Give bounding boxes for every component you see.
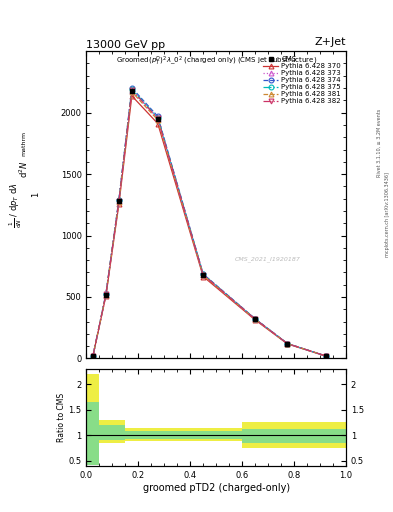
CMS	[253, 316, 257, 322]
Text: mathrm: mathrm	[21, 131, 26, 156]
CMS	[285, 340, 290, 347]
CMS	[324, 353, 329, 359]
Y-axis label: Ratio to CMS: Ratio to CMS	[57, 393, 66, 442]
Line: CMS: CMS	[90, 88, 329, 358]
Text: Z+Jet: Z+Jet	[314, 36, 346, 47]
X-axis label: groomed pTD2 (charged-only): groomed pTD2 (charged-only)	[143, 482, 290, 493]
Text: $\frac{1}{\mathrm{d}N}$ / $\mathrm{d}p_T$ $\mathrm{d}\lambda$: $\frac{1}{\mathrm{d}N}$ / $\mathrm{d}p_T…	[7, 182, 24, 228]
Text: 13000 GeV pp: 13000 GeV pp	[86, 40, 165, 50]
Legend: CMS, Pythia 6.428 370, Pythia 6.428 373, Pythia 6.428 374, Pythia 6.428 375, Pyt: CMS, Pythia 6.428 370, Pythia 6.428 373,…	[262, 55, 342, 105]
Text: CMS_2021_I1920187: CMS_2021_I1920187	[234, 256, 300, 262]
CMS	[129, 88, 134, 94]
Text: Groomed$(p_T^D)^2\lambda\_0^2$ (charged only) (CMS jet substructure): Groomed$(p_T^D)^2\lambda\_0^2$ (charged …	[116, 54, 317, 68]
Text: Rivet 3.1.10, ≥ 3.2M events: Rivet 3.1.10, ≥ 3.2M events	[377, 109, 382, 178]
Text: mcplots.cern.ch [arXiv:1306.3436]: mcplots.cern.ch [arXiv:1306.3436]	[385, 173, 389, 258]
CMS	[90, 353, 95, 359]
Text: $\mathrm{d}^2N$: $\mathrm{d}^2N$	[17, 160, 30, 178]
CMS	[104, 291, 108, 297]
CMS	[156, 116, 160, 122]
CMS	[116, 198, 121, 204]
Text: 1: 1	[31, 192, 40, 197]
CMS	[201, 272, 206, 278]
